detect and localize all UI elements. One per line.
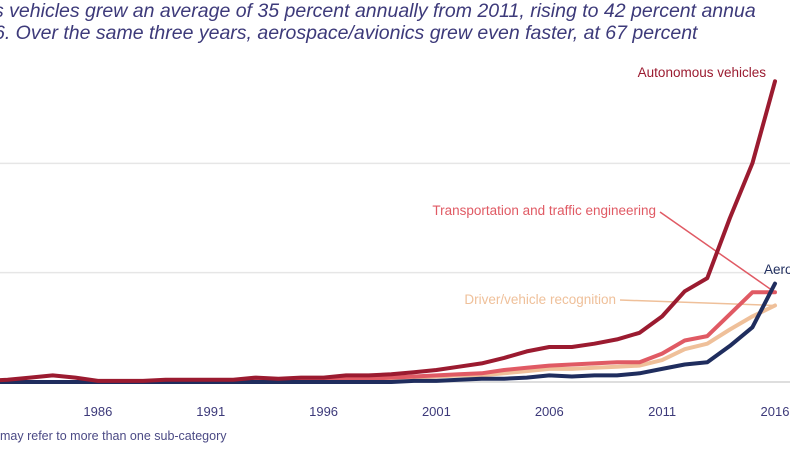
x-tick-label: 2011 xyxy=(648,404,676,419)
footnote: may refer to more than one sub-category xyxy=(0,429,227,443)
x-tick-label: 2016 xyxy=(761,404,790,419)
subtitle-line-2: 6. Over the same three years, aerospace/… xyxy=(0,22,698,44)
chart-subtitle: s vehicles grew an average of 35 percent… xyxy=(0,0,790,44)
leader-line xyxy=(619,299,776,307)
x-tick-label: 1986 xyxy=(83,404,112,419)
series-line-aerospace-avionics xyxy=(0,281,777,384)
x-tick-label: 1991 xyxy=(196,404,225,419)
x-tick-label: 1996 xyxy=(309,404,338,419)
series-label: Driver/vehicle recognition xyxy=(464,292,616,307)
series-label: Aero xyxy=(764,262,790,277)
series-label: Transportation and traffic engineering xyxy=(432,203,656,218)
series-label: Autonomous vehicles xyxy=(638,65,767,80)
x-tick-label: 2006 xyxy=(535,404,564,419)
subtitle-line-1: s vehicles grew an average of 35 percent… xyxy=(0,0,756,22)
x-tick-label: 2001 xyxy=(422,404,451,419)
series-line-autonomous-vehicles xyxy=(0,79,777,383)
